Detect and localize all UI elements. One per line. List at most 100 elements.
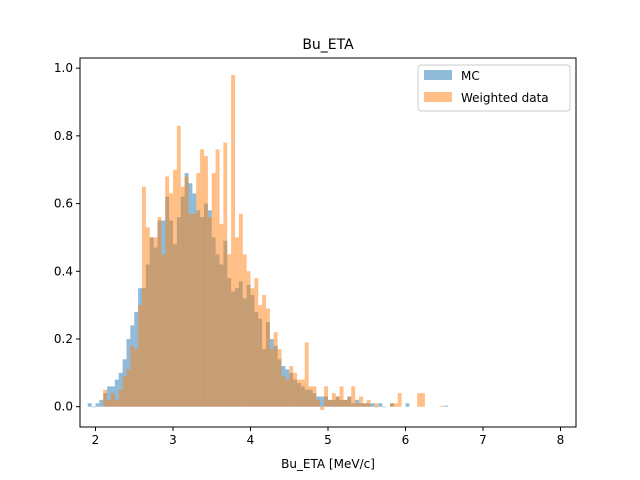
histogram-bar [196,173,201,407]
histogram-bar [161,254,166,407]
histogram-bar [138,305,142,407]
histogram-bar [312,386,317,407]
histogram-bar [211,173,216,407]
histogram-bar [254,278,259,407]
histogram-bar [417,393,422,407]
histogram-bar [223,142,228,407]
histogram-bar [393,403,398,407]
y-tick-label: 0.8 [54,129,73,143]
histogram-bar [374,406,379,408]
histogram-bar [246,271,251,407]
histogram-bar [316,399,321,407]
histogram-bar [231,74,236,407]
x-tick-label: 7 [479,433,487,447]
histogram-bar [165,176,170,407]
legend-swatch-weighted-data [424,92,452,102]
y-tick-label: 0.2 [54,332,73,346]
histogram-bar [277,349,282,407]
histogram-bar [440,405,445,407]
x-tick-label: 3 [169,433,177,447]
y-tick-label: 0.4 [54,264,73,278]
histogram-bar [176,125,181,407]
histogram-bar [114,379,119,407]
x-tick-label: 2 [92,433,100,447]
x-tick-label: 6 [402,433,410,447]
legend-label-weighted-data: Weighted data [461,91,549,105]
histogram-bar [308,386,313,407]
histogram-bar [118,389,123,407]
series-weighted-data [103,74,445,411]
histogram-bar [328,399,332,407]
histogram-bar [331,393,336,407]
histogram-bar [99,399,104,407]
histogram-bar [335,396,340,407]
histogram-bar [107,386,111,407]
histogram-bar [173,169,177,407]
histogram-bar [366,399,371,407]
histogram-bar [382,406,387,408]
histogram-bar [149,237,154,407]
chart-title: Bu_ETA [302,37,354,53]
histogram-bar [130,345,135,407]
histogram-bar [281,376,286,407]
y-tick-label: 1.0 [54,61,73,75]
histogram-bar [293,372,298,407]
histogram-bar [320,396,325,407]
histogram-bar [126,369,131,407]
histogram-bar [184,176,189,407]
histogram-bar [207,217,212,407]
histogram-bar [219,223,224,407]
histogram-bar [421,393,425,407]
histogram-bar [87,403,92,407]
x-tick-label: 4 [247,433,255,447]
y-tick-label: 0.0 [54,400,73,414]
histogram-bar [142,186,146,407]
histogram-bar [114,399,119,407]
histogram-bar [153,237,158,407]
histogram-bar [258,305,263,407]
histogram-bar [378,403,383,407]
histogram-bar [215,149,220,407]
histogram-bar [238,213,243,407]
histogram-bar [339,386,344,407]
histogram-bar [359,396,363,407]
legend-label-mc: MC [461,69,480,83]
histogram-bar [289,366,294,407]
histogram-bar [188,213,193,407]
histogram-bar [390,403,394,407]
histogram-bar [192,213,197,407]
histogram-bar [285,379,290,407]
histogram-bar [118,372,123,407]
histogram-bar [355,403,360,407]
histogram-bar [200,149,205,407]
histogram-bar [297,379,301,407]
histogram-bar [266,308,270,407]
histogram-bar [374,403,379,407]
histogram-bar [269,349,274,407]
legend-swatch-mc [424,70,452,80]
histogram-bar [180,186,185,407]
histogram-bar [250,288,255,407]
histogram-bar [95,403,100,407]
histogram-bar [324,386,329,407]
histogram-bar [169,193,174,407]
legend-box [417,64,571,112]
histogram-bar [343,399,348,407]
histogram-bar [111,393,115,407]
histogram-bar [370,403,375,407]
histogram-bar [227,254,232,407]
histogram-bar [235,237,239,407]
histogram-bar [103,389,108,407]
plot-area [87,74,449,411]
histogram-bar [300,379,305,407]
x-axis: 2 3 4 5 6 7 8 [92,427,565,447]
histogram-bar [347,396,352,407]
histogram-bar [91,406,96,408]
histogram-bar [157,217,162,407]
histogram-bar [262,294,267,407]
histogram-bar [204,156,208,407]
histogram-bar [107,399,111,407]
x-axis-label: Bu_ETA [MeV/c] [281,457,375,471]
x-tick-label: 8 [557,433,565,447]
